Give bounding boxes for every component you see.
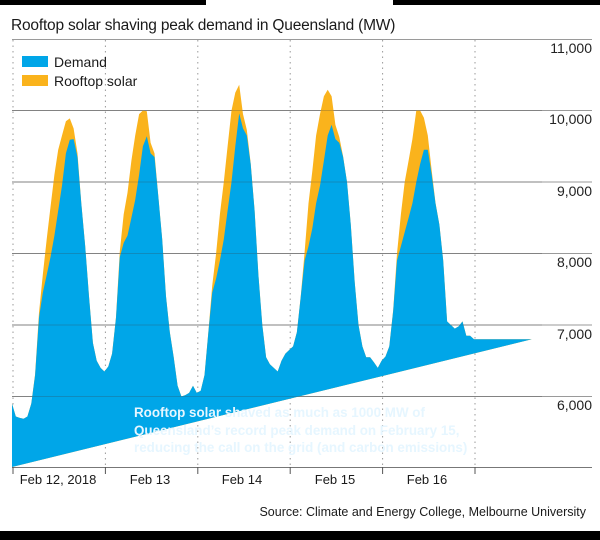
- x-tick-marks: [12, 467, 476, 474]
- x-tick-label: Feb 14: [221, 472, 263, 487]
- bottom-border: [0, 531, 600, 540]
- legend-item-demand: Demand: [22, 52, 137, 71]
- x-tick-label: Feb 13: [129, 472, 171, 487]
- y-tick-label: 9,000: [556, 183, 592, 199]
- legend-swatch-solar: [22, 75, 48, 86]
- x-tick-label: Feb 16: [406, 472, 448, 487]
- legend-label-solar: Rooftop solar: [54, 72, 138, 89]
- legend: Demand Rooftop solar: [22, 52, 137, 90]
- y-tick-label: 8,000: [556, 254, 592, 270]
- top-border-left: [0, 0, 206, 5]
- top-border-right: [393, 0, 600, 5]
- legend-item-solar: Rooftop solar: [22, 71, 137, 90]
- x-tick-label: Feb 12, 2018: [19, 472, 97, 487]
- title-rule: [12, 39, 592, 40]
- y-tick-label: 10,000: [549, 111, 592, 127]
- y-tick-label: 6,000: [556, 397, 592, 413]
- y-tick-label: 11,000: [550, 40, 592, 56]
- source-note: Source: Climate and Energy College, Melb…: [259, 505, 586, 519]
- legend-label-demand: Demand: [54, 53, 107, 70]
- horizontal-gridlines-overlay: [12, 110, 542, 397]
- chart-annotation: Rooftop solar shaved as much as 1000 MW …: [134, 405, 468, 455]
- y-tick-label: 7,000: [556, 326, 592, 342]
- legend-swatch-demand: [22, 56, 48, 67]
- chart-title: Rooftop solar shaving peak demand in Que…: [11, 17, 396, 34]
- demand-area: [12, 113, 532, 468]
- x-tick-label: Feb 15: [314, 472, 356, 487]
